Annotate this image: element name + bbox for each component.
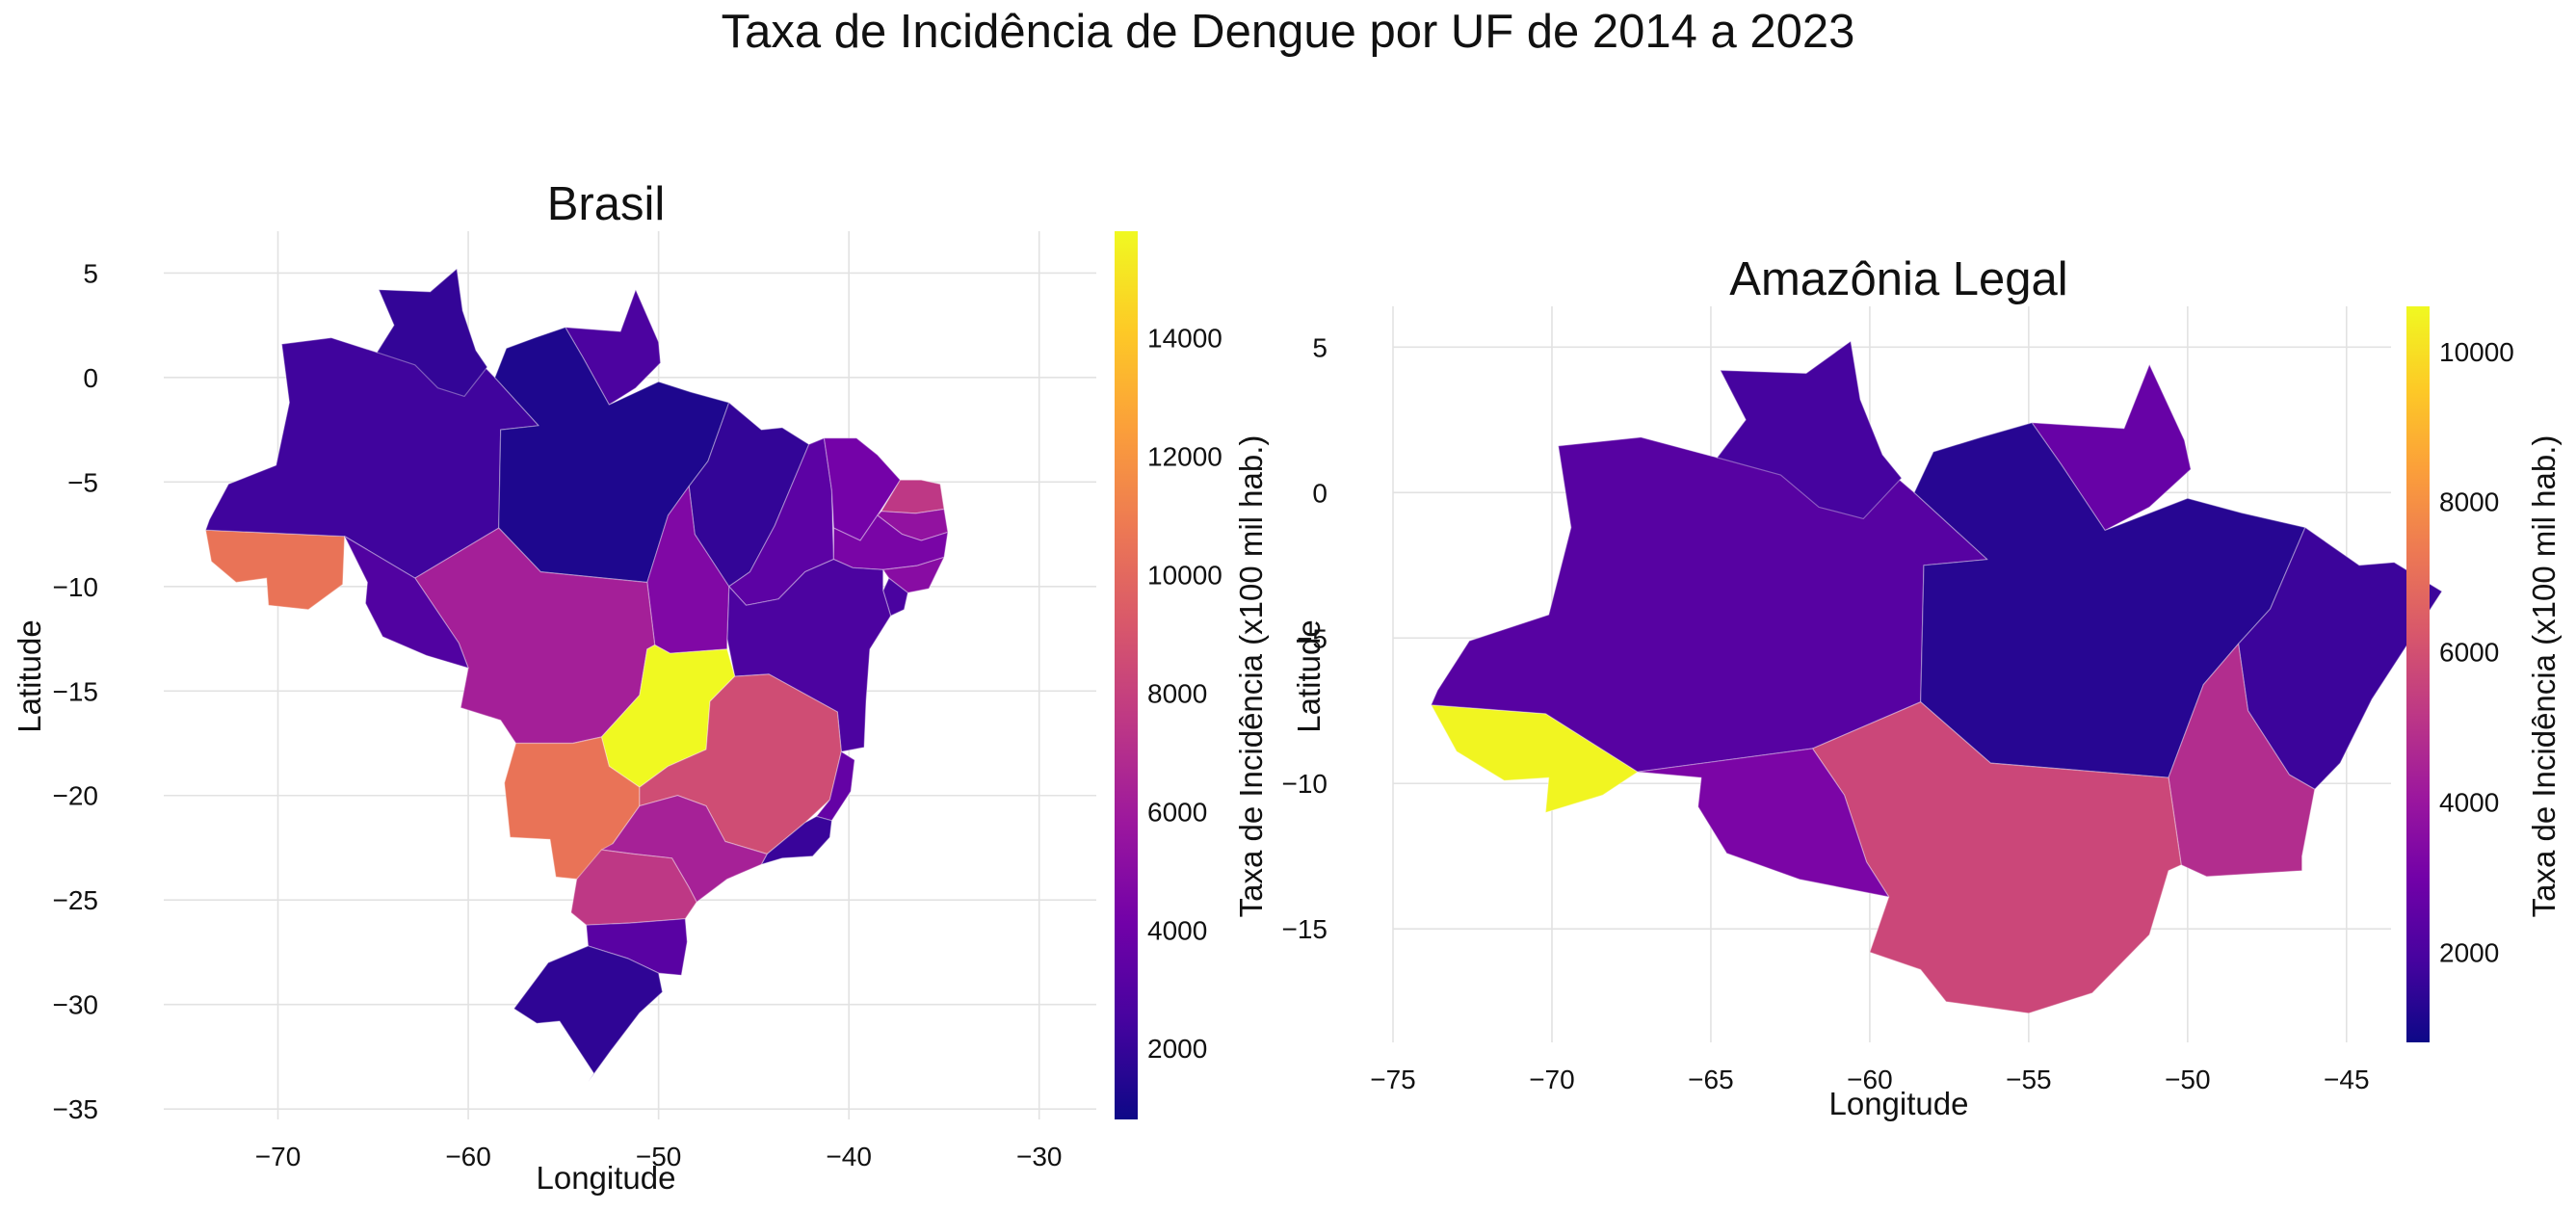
brasil-state-rr	[376, 268, 488, 397]
brasil-state-sc	[585, 918, 688, 976]
brasil-y-ticks: 5 0 −5 −10 −15 −20 −25 −30 −35	[53, 258, 99, 1124]
brasil-colorbar-tick-label: 12000	[1147, 442, 1222, 472]
amazonia-y-tick-label: 0	[1312, 478, 1327, 508]
amazonia-x-axis-label: Longitude	[1829, 1086, 1969, 1121]
amazonia-colorbar-gradient	[2406, 306, 2430, 1042]
amazonia-colorbar-tick-label: 8000	[2439, 487, 2499, 517]
brasil-colorbar-tick-label: 2000	[1147, 1034, 1207, 1064]
brasil-x-tick-label: −50	[636, 1142, 682, 1171]
brasil-colorbar-gradient	[1115, 231, 1138, 1119]
brasil-colorbar-label: Taxa de Incidência (x100 mil hab.)	[1233, 435, 1269, 918]
amazonia-x-tick-label: −50	[2165, 1065, 2211, 1094]
brasil-y-tick-label: −30	[53, 990, 99, 1020]
brasil-x-tick-label: −30	[1016, 1142, 1063, 1171]
amazonia-x-tick-label: −55	[2006, 1065, 2052, 1094]
brasil-x-tick-label: −40	[826, 1142, 872, 1171]
amazonia-x-tick-label: −60	[1847, 1065, 1893, 1094]
brasil-colorbar-tick-label: 6000	[1147, 797, 1207, 827]
amazonia-state-to	[2168, 643, 2316, 878]
brasil-x-ticks: −70 −60 −50 −40 −30	[255, 1142, 1063, 1171]
amazonia-colorbar-tick-label: 2000	[2439, 937, 2499, 967]
brasil-state-se	[882, 577, 909, 617]
brasil-colorbar: 2000 4000 6000 8000 10000 12000 14000	[1115, 231, 1222, 1119]
brasil-map-title: Brasil	[547, 178, 666, 230]
amazonia-x-tick-label: −75	[1370, 1065, 1416, 1094]
amazonia-y-tick-label: −15	[1282, 914, 1328, 944]
brasil-states	[204, 268, 949, 1083]
brasil-state-pr	[570, 849, 697, 926]
brasil-map-panel: Brasil −70 −60 −50 −40 −30 5 0 −5 −10 −15 −20 −25 −…	[12, 178, 1269, 1196]
figure-title: Taxa de Incidência de Dengue por UF de 2…	[722, 6, 1855, 58]
brasil-state-ro	[344, 536, 469, 670]
brasil-x-tick-label: −70	[255, 1142, 302, 1171]
amazonia-state-ap	[2031, 363, 2192, 532]
brasil-x-tick-label: −60	[445, 1142, 491, 1171]
amazonia-states	[1430, 340, 2443, 1014]
amazonia-x-tick-label: −70	[1529, 1065, 1575, 1094]
brasil-y-tick-label: 0	[83, 363, 98, 393]
amazonia-colorbar: 2000 4000 6000 8000 10000	[2406, 306, 2514, 1042]
brasil-x-axis-label: Longitude	[537, 1160, 676, 1196]
amazonia-colorbar-tick-label: 4000	[2439, 788, 2499, 818]
brasil-y-tick-label: 5	[83, 258, 98, 288]
brasil-colorbar-tick-label: 10000	[1147, 561, 1222, 591]
amazonia-y-ticks: 5 0 −5 −10 −15	[1282, 332, 1328, 944]
amazonia-x-tick-label: −45	[2324, 1065, 2370, 1094]
amazonia-colorbar-tick-label: 6000	[2439, 638, 2499, 668]
brasil-colorbar-tick-label: 14000	[1147, 324, 1222, 354]
brasil-colorbar-tick-label: 8000	[1147, 678, 1207, 708]
brasil-state-pe	[832, 514, 949, 571]
amazonia-state-mt	[1811, 701, 2182, 1014]
amazonia-x-ticks: −75 −70 −65 −60 −55 −50 −45	[1370, 1065, 2369, 1094]
brasil-state-rs	[513, 945, 664, 1083]
amazonia-y-tick-label: 5	[1312, 332, 1327, 362]
brasil-y-tick-label: −5	[67, 467, 98, 497]
amazonia-y-tick-label: −10	[1282, 769, 1328, 799]
amazonia-y-axis-label: Latitude	[1291, 619, 1327, 732]
amazonia-state-ma	[2238, 526, 2443, 790]
brasil-state-pb	[877, 508, 949, 541]
amazonia-colorbar-tick-label: 10000	[2439, 337, 2514, 367]
brasil-y-tick-label: −15	[53, 676, 99, 706]
brasil-y-tick-label: −25	[53, 885, 99, 915]
brasil-y-tick-label: −35	[53, 1094, 99, 1124]
brasil-colorbar-tick-label: 4000	[1147, 915, 1207, 945]
amazonia-state-rr	[1716, 340, 1903, 520]
brasil-y-tick-label: −10	[53, 572, 99, 602]
brasil-y-axis-label: Latitude	[12, 619, 47, 732]
brasil-state-ba	[726, 558, 892, 752]
amazonia-x-tick-label: −65	[1688, 1065, 1734, 1094]
brasil-state-rj	[760, 815, 833, 865]
amazonia-map-title: Amazônia Legal	[1729, 253, 2067, 305]
amazonia-state-ro	[1637, 748, 1890, 898]
brasil-state-pa	[494, 327, 730, 584]
amazonia-map-panel: Amazônia Legal −75 −70 −65 −60 −55 −50 −45 5 0 −…	[1282, 253, 2563, 1121]
amazonia-y-tick-label: −5	[1297, 623, 1327, 653]
brasil-state-ac	[204, 529, 346, 611]
brasil-y-tick-label: −20	[53, 781, 99, 811]
amazonia-colorbar-label: Taxa de Incidência (x100 mil hab.)	[2526, 435, 2562, 918]
brasil-state-sp	[600, 795, 768, 904]
